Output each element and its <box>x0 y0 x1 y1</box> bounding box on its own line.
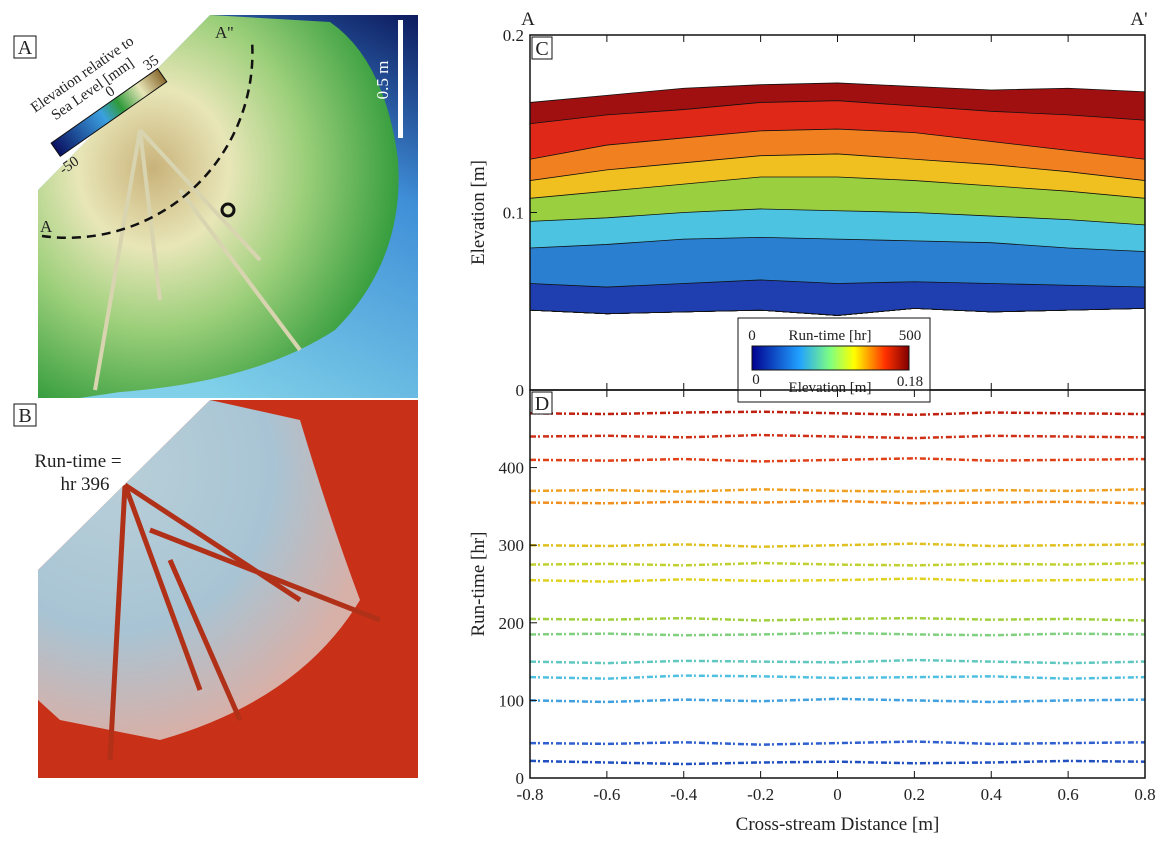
panel-box <box>13 403 37 427</box>
y-tick-label: 300 <box>499 536 525 555</box>
stratum <box>529 759 1146 766</box>
transect-start: A <box>40 217 53 236</box>
y-tick-label: 0.2 <box>503 26 524 45</box>
corner-label: A <box>521 9 535 30</box>
panel-box <box>13 35 37 59</box>
corner-label: A' <box>1130 9 1147 30</box>
x-tick-label: 0.4 <box>981 785 1003 804</box>
y-tick-label: 100 <box>499 691 525 710</box>
x-tick-label: -0.2 <box>747 785 774 804</box>
stratum <box>529 561 1146 567</box>
panel-a: 0.5 m A'' A A Elevation relative to Sea … <box>13 15 418 398</box>
channels <box>107 482 381 761</box>
stratum <box>529 658 1146 665</box>
y-axis-label: Run-time [hr] <box>468 531 489 636</box>
scale-label: 0.5 m <box>373 61 392 100</box>
annotation: Run-time = <box>34 451 121 472</box>
stratum <box>529 433 1146 440</box>
stratum <box>529 697 1146 704</box>
delta-fan <box>38 15 399 398</box>
panel-box <box>531 36 553 60</box>
stratum <box>529 499 1146 505</box>
colorbar-title: Run-time [hr] <box>789 328 872 344</box>
annotation: hr 396 <box>60 474 109 495</box>
stratum <box>529 577 1146 583</box>
panel-label: A <box>18 37 33 59</box>
delta-fan <box>38 400 360 740</box>
mask <box>38 400 210 570</box>
stratum <box>529 616 1146 622</box>
x-tick-label: -0.6 <box>593 785 620 804</box>
channels <box>93 128 302 391</box>
stratum <box>529 631 1146 637</box>
stratum <box>529 542 1146 549</box>
x-tick-label: -0.8 <box>517 785 544 804</box>
stratum <box>529 410 1146 417</box>
x-tick-label: 0.2 <box>904 785 925 804</box>
stratum <box>529 457 1146 463</box>
y-tick-label: 0.1 <box>503 204 524 223</box>
colorbar-tick: 500 <box>899 328 922 344</box>
colorbar-tick: 0 <box>748 328 756 344</box>
colorbar-title: Elevation [m] <box>789 380 872 396</box>
stratum <box>529 740 1146 746</box>
x-tick-label: 0.8 <box>1134 785 1155 804</box>
y-tick-label: 400 <box>499 459 525 478</box>
scale-bar <box>398 20 403 138</box>
colorbar <box>751 345 910 371</box>
stratum <box>529 488 1146 493</box>
panel-b: B Run-time = hr 396 <box>13 400 418 778</box>
y-tick-label: 0 <box>516 381 525 400</box>
colorbar-tick: 0 <box>752 372 760 388</box>
y-tick-label: 200 <box>499 614 525 633</box>
plot-frame <box>529 389 1146 779</box>
panel-label: D <box>535 393 549 415</box>
colorbar-tick: 0.18 <box>897 374 923 390</box>
transect-end: A'' <box>215 23 233 42</box>
transect <box>41 39 254 239</box>
y-tick-label: 0 <box>516 769 525 788</box>
panel-label: B <box>18 405 31 427</box>
x-axis-label: Cross-stream Distance [m] <box>736 814 940 835</box>
x-tick-label: 0 <box>833 785 842 804</box>
colorbar <box>50 67 168 157</box>
stratum <box>529 674 1146 680</box>
panel-box <box>531 391 553 415</box>
panel-label: C <box>535 38 548 60</box>
y-axis-label: Elevation [m] <box>468 160 489 265</box>
x-tick-label: -0.4 <box>670 785 697 804</box>
x-tick-label: 0.6 <box>1058 785 1079 804</box>
marker <box>220 202 236 218</box>
